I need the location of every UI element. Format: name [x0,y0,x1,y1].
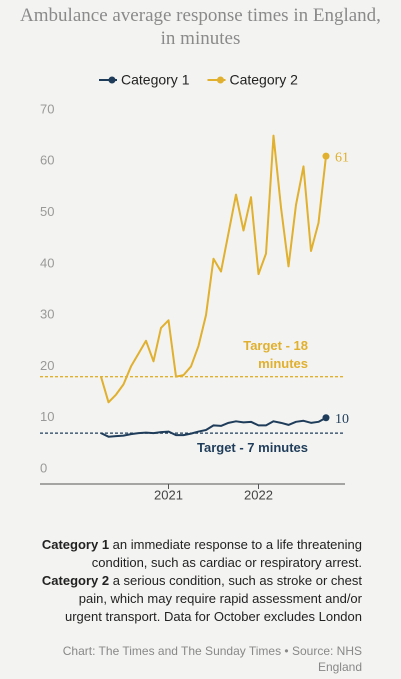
note-text: an immediate response to a life threaten… [91,537,362,570]
note-term: Category 1 [41,537,110,552]
y-tick-label: 70 [40,101,54,116]
legend-label: Category 1 [121,72,190,88]
target-label: Target - 18 minutes [243,337,308,371]
y-tick-label: 40 [40,255,54,270]
legend-dot [216,76,224,84]
x-tick-label: 2022 [244,487,273,502]
end-dot [322,414,330,422]
y-tick-label: 0 [40,460,47,475]
target-label: Target - 7 minutes [196,440,308,456]
source: Chart: The Times and The Sunday Times • … [62,644,362,674]
legend-dot [108,76,116,84]
notes: Category 1 an immediate response to a li… [40,536,362,626]
note-term: Category 2 [41,573,110,588]
chart-title: Ambulance average response times in Engl… [20,5,381,49]
y-tick-label: 30 [40,307,54,322]
end-label: 10 [335,412,349,427]
y-tick-label: 50 [40,204,54,219]
note-text: a serious condition, such as stroke or c… [64,573,362,624]
legend-label: Category 2 [229,72,298,88]
y-tick-label: 20 [40,358,54,373]
series-line [100,134,327,404]
end-label: 61 [335,150,349,165]
series-line [100,416,327,438]
y-tick-label: 10 [40,409,54,424]
x-tick-label: 2021 [154,487,183,502]
end-dot [322,152,330,160]
y-tick-label: 60 [40,153,54,168]
